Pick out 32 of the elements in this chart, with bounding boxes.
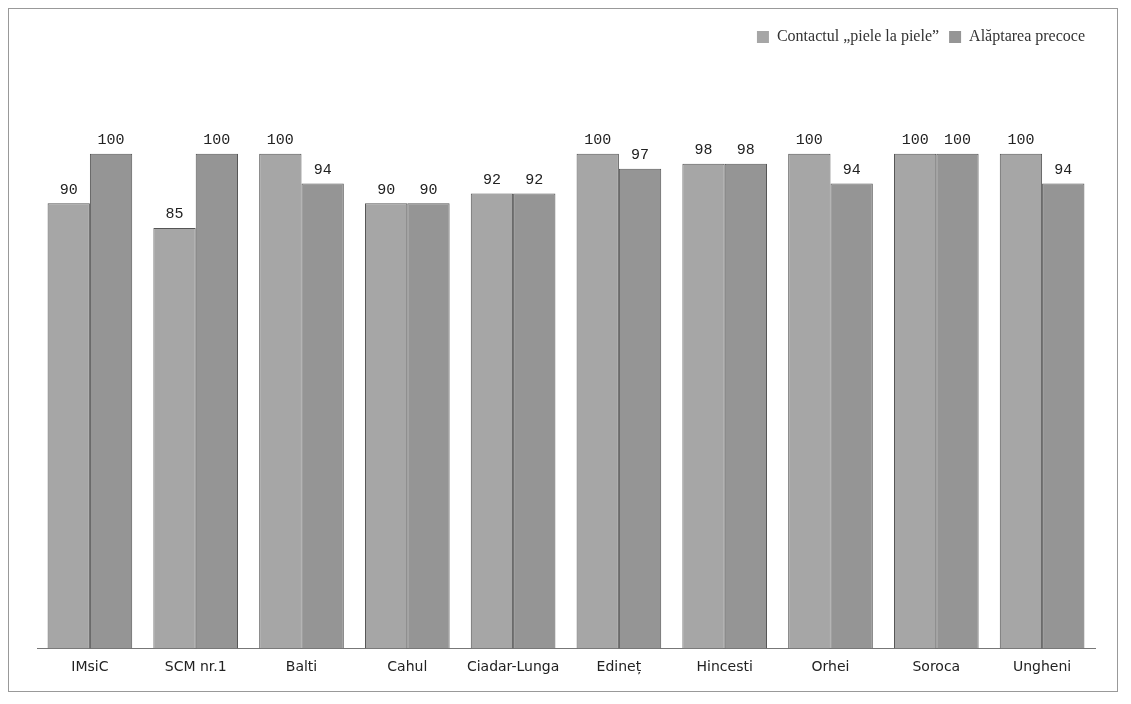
legend-label: Alăptarea precoce [969,27,1086,46]
data-label: 94 [313,162,332,179]
data-label: 92 [482,171,501,189]
data-label: 100 [266,132,294,150]
data-label: 90 [377,181,396,199]
x-tick-label: Soroca [912,658,961,675]
data-label: 94 [842,162,861,179]
x-tick-label: Ciadar-Lunga [466,658,560,675]
data-label: 100 [795,132,823,150]
legend-label: Contactul „piele la piele” [776,27,940,46]
x-tick-label: Cahul [387,658,428,675]
data-label: 90 [419,181,438,199]
x-tick-label: Ungheni [1012,658,1072,675]
x-tick-label: Balti [285,658,318,675]
data-label: 90 [59,181,78,199]
x-tick-label: Orhei [811,658,850,675]
x-tick-label: Edineț [596,658,642,676]
data-label: 92 [525,171,544,189]
data-label: 100 [203,132,231,150]
data-label: 98 [736,142,755,160]
data-label: 100 [1007,132,1035,150]
x-tick-label: Hincesti [696,658,753,675]
data-label: 100 [97,132,125,150]
data-label: 100 [584,132,612,150]
data-label: 85 [165,206,184,224]
data-label: 100 [943,132,971,150]
data-label: 94 [1054,162,1073,179]
x-tick-label: IMsiC [71,658,109,675]
data-label: 97 [631,147,650,165]
x-tick-label: SCM nr.1 [164,658,227,675]
data-label: 98 [694,142,713,160]
data-label: 100 [901,132,929,150]
